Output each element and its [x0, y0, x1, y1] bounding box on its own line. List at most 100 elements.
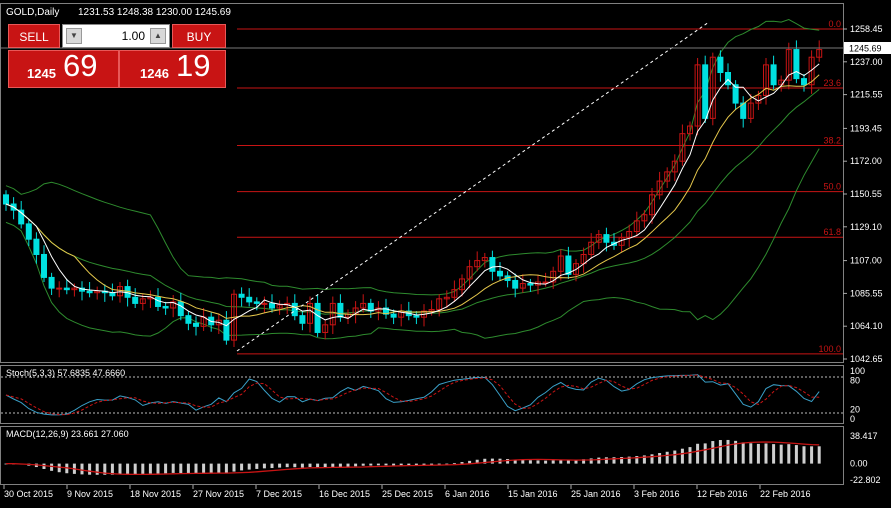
candle[interactable] [253, 297, 260, 311]
candle[interactable] [329, 296, 336, 334]
candle[interactable] [535, 275, 541, 295]
candle[interactable] [519, 274, 526, 293]
candle[interactable] [489, 250, 496, 281]
candle[interactable] [459, 274, 465, 297]
candle[interactable] [565, 246, 572, 279]
candle[interactable] [451, 280, 458, 302]
candle[interactable] [322, 320, 329, 340]
candle[interactable] [63, 278, 70, 295]
candle[interactable] [466, 259, 473, 289]
candle[interactable] [261, 296, 268, 313]
candle[interactable] [740, 96, 747, 128]
candle[interactable] [375, 301, 382, 321]
candle[interactable] [527, 278, 534, 292]
bid-price-button[interactable]: 1245 69 [8, 48, 119, 88]
ask-price-button[interactable]: 1246 19 [119, 48, 226, 88]
candles[interactable] [3, 40, 823, 347]
candle[interactable] [497, 262, 503, 281]
candle[interactable] [649, 187, 655, 224]
candle[interactable] [816, 40, 823, 62]
candle[interactable] [725, 63, 731, 90]
lot-size-value[interactable]: 1.00 [121, 29, 145, 43]
candle[interactable] [436, 294, 443, 317]
time-tick-label: 12 Feb 2016 [697, 489, 748, 499]
candle[interactable] [147, 290, 154, 309]
lot-increase-arrow-icon[interactable]: ▲ [150, 28, 166, 44]
candle[interactable] [664, 167, 671, 188]
candle[interactable] [580, 247, 587, 273]
candle[interactable] [694, 57, 701, 136]
candle[interactable] [611, 233, 617, 250]
candle[interactable] [793, 40, 800, 84]
candle[interactable] [139, 294, 146, 311]
candle[interactable] [770, 55, 777, 90]
candle[interactable] [269, 294, 275, 313]
candle[interactable] [512, 273, 519, 298]
candle[interactable] [101, 284, 108, 302]
candle[interactable] [702, 55, 709, 123]
candle[interactable] [732, 80, 739, 110]
candle[interactable] [709, 52, 716, 126]
candle[interactable] [717, 50, 724, 82]
macd-bar [179, 463, 183, 473]
candle[interactable] [18, 200, 25, 229]
candle[interactable] [41, 245, 47, 283]
candle[interactable] [504, 271, 511, 288]
candle[interactable] [56, 281, 63, 298]
candle[interactable] [421, 304, 427, 327]
candle[interactable] [299, 311, 306, 331]
candle[interactable] [337, 294, 344, 322]
candle[interactable] [633, 211, 640, 237]
macd-histogram [4, 439, 821, 475]
candle[interactable] [276, 300, 283, 315]
candle-body [633, 220, 640, 233]
candle[interactable] [94, 286, 101, 300]
macd-bar [536, 460, 540, 464]
candle[interactable] [687, 121, 693, 141]
candle[interactable] [595, 230, 602, 250]
candle[interactable] [573, 259, 579, 282]
candle[interactable] [413, 311, 420, 325]
candle[interactable] [193, 316, 199, 336]
candle[interactable] [238, 287, 245, 307]
candle[interactable] [443, 290, 450, 309]
candle[interactable] [71, 283, 78, 297]
candle[interactable] [671, 154, 678, 182]
candle[interactable] [398, 304, 405, 327]
candle[interactable] [79, 281, 85, 301]
candle[interactable] [801, 74, 807, 92]
candle[interactable] [307, 296, 313, 333]
candle[interactable] [367, 298, 374, 318]
candle[interactable] [3, 190, 9, 211]
candle[interactable] [474, 251, 481, 272]
candle[interactable] [641, 210, 648, 228]
candle[interactable] [656, 171, 663, 200]
lot-size-field[interactable]: ▼ 1.00 ▲ [62, 24, 170, 48]
candle[interactable] [618, 233, 625, 253]
macd-bar [57, 463, 61, 473]
candle[interactable] [132, 288, 139, 309]
stoch-tick-label: 0 [850, 414, 855, 424]
candle[interactable] [223, 311, 230, 345]
sell-button[interactable]: SELL [8, 24, 60, 48]
candle[interactable] [25, 219, 32, 247]
candle[interactable] [405, 301, 412, 321]
candle[interactable] [481, 252, 488, 268]
candle[interactable] [185, 311, 192, 331]
candle[interactable] [588, 233, 595, 260]
macd-bar [756, 443, 760, 464]
buy-button[interactable]: BUY [172, 24, 226, 48]
lot-decrease-arrow-icon[interactable]: ▼ [66, 28, 82, 44]
candle[interactable] [200, 308, 207, 331]
fibonacci-trendline[interactable] [236, 21, 710, 352]
candle[interactable] [48, 272, 55, 296]
candle[interactable] [785, 42, 792, 90]
macd-bar [544, 460, 548, 464]
candle[interactable] [679, 124, 686, 166]
candle[interactable] [808, 50, 815, 94]
candle[interactable] [162, 301, 169, 315]
candle[interactable] [33, 232, 40, 264]
candle[interactable] [626, 224, 633, 247]
candle[interactable] [246, 288, 253, 307]
